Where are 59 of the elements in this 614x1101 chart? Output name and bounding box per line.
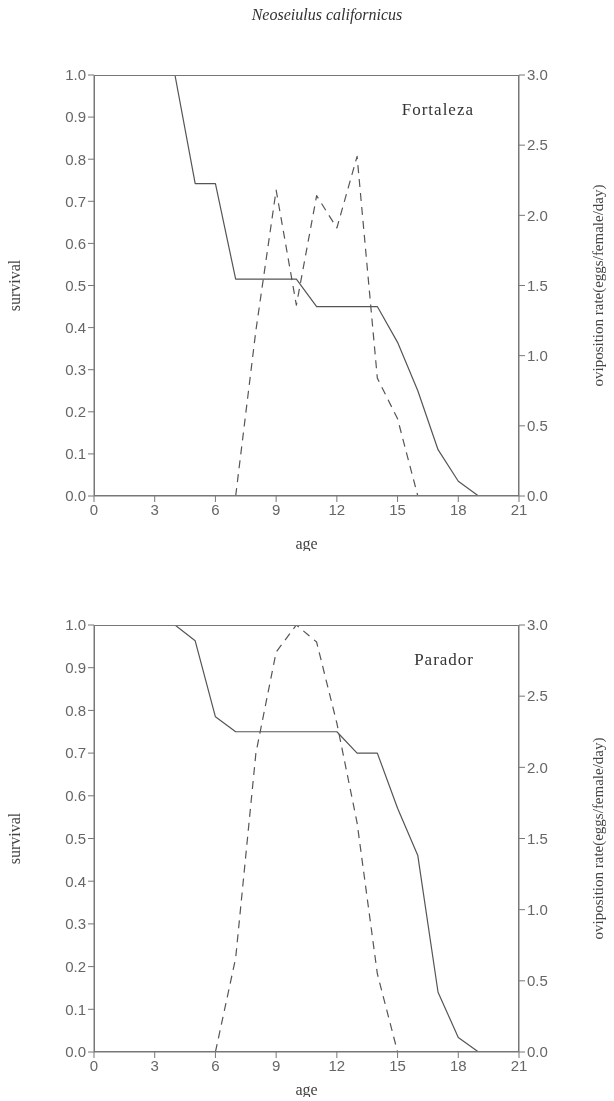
y2-tick-label: 0.5 — [527, 417, 548, 435]
y2-tick-label: 2.5 — [527, 136, 548, 154]
y-tick-label: 0.8 — [65, 701, 86, 719]
y-tick-label: 0.7 — [65, 192, 86, 210]
y-tick-label: 1.0 — [65, 66, 86, 84]
y2-tick-label: 1.0 — [527, 346, 548, 364]
y2-tick-label: 0.0 — [527, 487, 548, 505]
annotation: Parador — [414, 650, 474, 670]
y2-tick-label: 0.0 — [527, 1043, 548, 1061]
x-tick-label: 15 — [389, 1056, 406, 1074]
y-tick-label: 0.1 — [65, 1000, 86, 1018]
x-tick-label: 9 — [271, 500, 281, 518]
y-tick-label: 0.4 — [65, 318, 86, 336]
x-tick-label: 3 — [150, 500, 159, 518]
y-tick-label: 0.0 — [65, 487, 86, 505]
y2-tick-label: 1.5 — [527, 276, 548, 294]
y-axis-title: survival — [5, 812, 23, 865]
chart-title: Neoseiulus californicus — [250, 5, 404, 26]
y-tick-label: 1.0 — [65, 616, 86, 634]
annotation: Fortaleza — [401, 100, 474, 120]
y2-tick-label: 2.5 — [527, 687, 548, 705]
y-tick-label: 0.2 — [65, 403, 86, 421]
x-tick-label: 0 — [89, 1056, 99, 1074]
y2-axis-title: oviposition rate(eggs/female/day) — [590, 737, 608, 940]
x-tick-label: 18 — [449, 500, 467, 518]
x-tick-label: 0 — [89, 500, 99, 518]
x-tick-label: 3 — [150, 1056, 159, 1074]
x-tick-label: 15 — [389, 500, 406, 518]
y2-tick-label: 3.0 — [527, 616, 548, 634]
y-tick-label: 0.3 — [65, 915, 86, 933]
x-tick-label: 6 — [211, 500, 220, 518]
y-tick-label: 0.9 — [65, 659, 86, 677]
x-tick-label: 9 — [271, 1056, 281, 1074]
x-tick-label: 6 — [211, 1056, 220, 1074]
y-tick-label: 0.6 — [65, 234, 86, 252]
y-tick-label: 0.7 — [65, 744, 86, 762]
y-tick-label: 0.6 — [65, 787, 86, 805]
y-tick-label: 0.2 — [65, 957, 86, 975]
y-tick-label: 0.5 — [65, 276, 86, 294]
x-tick-label: 12 — [328, 1056, 346, 1074]
y2-axis-title: oviposition rate(eggs/female/day) — [590, 184, 608, 387]
x-tick-label: 12 — [328, 500, 346, 518]
y2-tick-label: 2.0 — [527, 206, 548, 224]
y2-tick-label: 0.5 — [527, 972, 548, 990]
y2-tick-label: 3.0 — [527, 66, 548, 84]
y2-tick-label: 1.0 — [527, 900, 548, 918]
x-tick-label: 21 — [510, 1056, 528, 1074]
y-tick-label: 0.1 — [65, 445, 86, 463]
y-tick-label: 0.3 — [65, 361, 86, 379]
y2-tick-label: 1.5 — [527, 829, 548, 847]
y-axis-title: survival — [5, 259, 23, 312]
y-tick-label: 0.9 — [65, 108, 86, 126]
y-tick-label: 0.5 — [65, 829, 86, 847]
y2-tick-label: 2.0 — [527, 758, 548, 776]
y-tick-label: 0.0 — [65, 1043, 86, 1061]
y-tick-label: 0.8 — [65, 150, 86, 168]
y-tick-label: 0.4 — [65, 872, 86, 890]
x-tick-label: 18 — [449, 1056, 467, 1074]
x-tick-label: 21 — [510, 500, 528, 518]
